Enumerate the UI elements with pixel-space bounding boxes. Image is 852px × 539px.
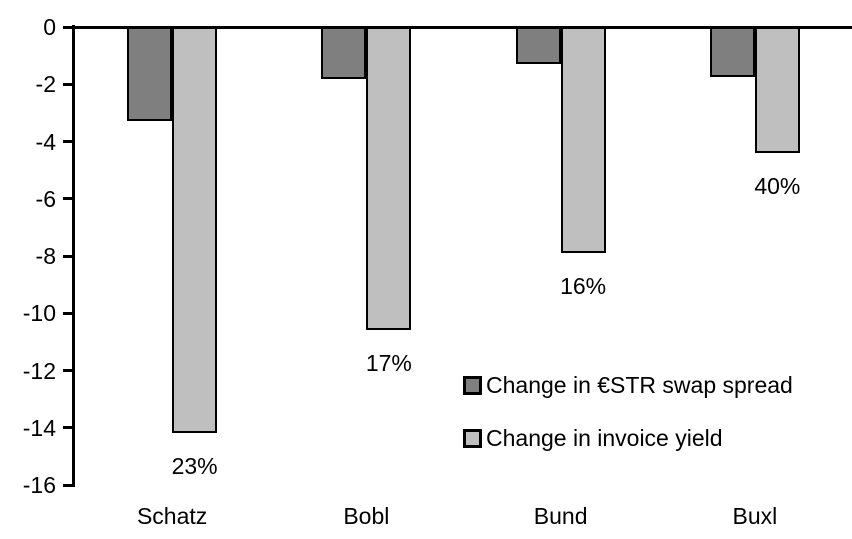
y-tick-mark — [63, 25, 75, 29]
legend-label-swap-spread: Change in €STR swap spread — [486, 371, 793, 398]
y-tick-mark — [63, 140, 75, 143]
legend-item-invoice-yield: Change in invoice yield — [463, 424, 793, 452]
y-tick-label: -16 — [22, 472, 56, 498]
bar-value-label: 40% — [754, 173, 801, 199]
x-category-label: Bobl — [343, 503, 390, 529]
y-tick-mark — [63, 426, 75, 430]
legend-swatch-swap-spread — [463, 375, 482, 395]
bar-value-label: 17% — [365, 350, 412, 376]
zero-baseline — [66, 25, 852, 29]
y-tick-label: -6 — [35, 185, 56, 212]
y-tick-label: 0 — [43, 14, 56, 40]
y-tick-label: -8 — [35, 243, 56, 269]
bar-swap-spread — [709, 27, 755, 77]
y-tick-mark — [63, 483, 75, 487]
bar-swap-spread — [127, 27, 173, 121]
x-category-label: Buxl — [732, 503, 778, 529]
y-tick-label: -2 — [35, 71, 56, 98]
bar-invoice-yield — [560, 27, 606, 253]
legend-item-swap-spread: Change in €STR swap spread — [463, 371, 793, 399]
y-tick-label: -14 — [22, 414, 56, 441]
bar-invoice-yield — [754, 27, 800, 153]
y-tick-mark — [63, 254, 75, 258]
y-tick-label: -12 — [22, 357, 56, 384]
x-category-label: Schatz — [136, 503, 208, 529]
y-tick-label: -4 — [35, 128, 56, 155]
x-category-label: Bund — [533, 503, 588, 529]
y-tick-mark — [63, 369, 75, 372]
bar-value-label: 23% — [171, 453, 218, 479]
y-tick-mark — [63, 311, 75, 315]
y-tick-mark — [63, 82, 75, 86]
y-tick-mark — [63, 197, 75, 201]
bar-swap-spread — [321, 27, 367, 79]
legend-label-invoice-yield: Change in invoice yield — [486, 424, 723, 451]
legend-swatch-invoice-yield — [463, 428, 482, 448]
y-tick-label: -10 — [22, 300, 56, 327]
bar-swap-spread — [515, 27, 561, 64]
bar-invoice-yield — [366, 27, 412, 330]
bar-value-label: 16% — [560, 273, 607, 299]
bar-invoice-yield — [172, 27, 218, 433]
legend: Change in €STR swap spread Change in inv… — [463, 371, 793, 477]
